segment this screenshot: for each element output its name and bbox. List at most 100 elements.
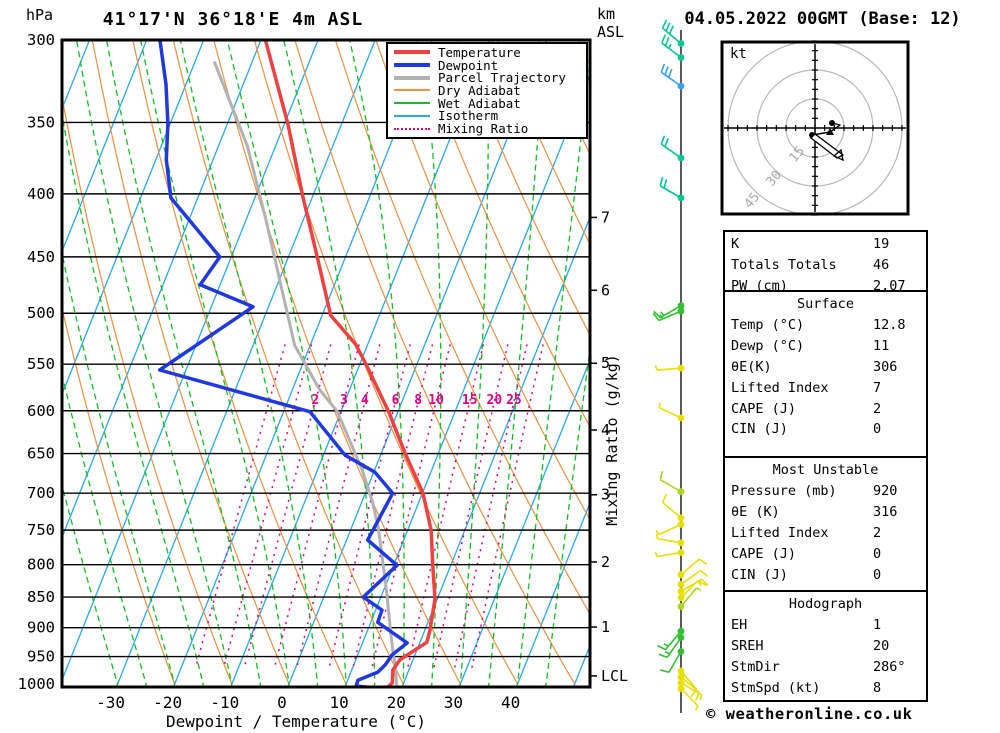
km-axis-label: km <box>597 5 616 23</box>
table-row-label: CAPE (J) <box>731 400 797 417</box>
pressure-tick-label: 450 <box>27 248 55 266</box>
hodograph-ring-label: 30 <box>764 168 786 190</box>
wind-barb <box>654 364 685 372</box>
pressure-tick-label: 500 <box>27 304 55 322</box>
mixing-ratio-axis-title: Mixing Ratio (g/kg) <box>603 354 621 526</box>
km-tick-label: 1 <box>601 618 610 636</box>
table-row-value: 2.07 <box>873 277 906 294</box>
table-row-label: SREH <box>731 638 764 655</box>
table-row-value: 46 <box>873 257 890 274</box>
temp-tick-label: 40 <box>501 693 520 712</box>
station-title: 41°17'N 36°18'E 4m ASL <box>102 9 364 30</box>
table-row: EH 1 <box>731 615 920 636</box>
temp-tick-label: -20 <box>153 693 182 712</box>
table-row: CAPE (J) 0 <box>731 543 920 564</box>
legend-label: Wet Adiabat <box>438 95 521 111</box>
table-row-label: Temp (°C) <box>731 317 805 334</box>
table-row-value: 316 <box>873 504 898 521</box>
pressure-axis-unit: hPa <box>26 6 54 24</box>
km-tick-label: 4 <box>601 421 610 439</box>
mixing-ratio-label: 25 <box>506 393 522 408</box>
legend-swatch-thick <box>394 63 430 68</box>
mixing-ratio-label: 2 <box>311 393 319 408</box>
wind-barb <box>659 470 685 496</box>
table-row-value: 0 <box>873 566 882 583</box>
table-row-value: 7 <box>873 379 882 396</box>
table-row-label: CAPE (J) <box>731 545 797 562</box>
mixing-ratio-label: 8 <box>414 393 422 408</box>
dewpoint-curve <box>157 41 409 686</box>
wind-barb <box>657 627 685 651</box>
table-row-label: EH <box>731 617 748 634</box>
wind-barb <box>653 302 685 319</box>
table-row: StmSpd (kt) 8 <box>731 677 920 698</box>
table-row: Lifted Index 2 <box>731 523 920 544</box>
table-row-value: 1 <box>873 617 882 634</box>
table-row: CIN (J) 0 <box>731 564 920 585</box>
legend-label: Mixing Ratio <box>438 121 529 137</box>
wind-barb <box>655 520 685 536</box>
table-row-value: 286° <box>873 658 906 675</box>
table-row-label: PW (cm) <box>731 277 788 294</box>
temp-tick-label: 0 <box>277 693 287 712</box>
table-row-label: Lifted Index <box>731 524 829 541</box>
pressure-tick-label: 350 <box>27 113 55 131</box>
table-row-label: K <box>731 236 740 253</box>
legend-item: Wet Adiabat <box>388 95 586 111</box>
lcl-label: LCL <box>601 667 628 685</box>
legend-item: Parcel Trajectory <box>388 70 586 86</box>
legend-item: Temperature <box>388 44 586 60</box>
hodograph-ring-label: 15 <box>787 144 809 166</box>
table-row: Temp (°C) 12.8 <box>731 315 920 336</box>
pressure-tick-label: 550 <box>27 355 55 373</box>
pressure-tick-label: 400 <box>27 185 55 203</box>
wind-barb <box>661 493 685 522</box>
wind-barb <box>659 176 685 202</box>
pressure-tick-label: 800 <box>27 556 55 574</box>
table-row: K 19 <box>731 234 920 255</box>
table-row-label: StmDir <box>731 658 780 675</box>
wind-barb <box>658 634 685 659</box>
legend-item: Isotherm <box>388 108 586 123</box>
chart-legend: Temperature Dewpoint Parcel Trajectory Dry … <box>386 42 588 139</box>
temp-axis-title: Dewpoint / Temperature (°C) <box>166 712 426 731</box>
wind-barb <box>677 580 707 602</box>
temp-tick-label: 10 <box>330 693 349 712</box>
pressure-tick-label: 700 <box>27 484 55 502</box>
hodograph-storm-arrow <box>810 133 845 159</box>
table-row: StmDir 286° <box>731 657 920 678</box>
hodograph-unit-label: kt <box>730 46 747 62</box>
wind-barb <box>677 679 703 700</box>
pressure-tick-label: 300 <box>27 31 55 49</box>
table-row: CAPE (J) 2 <box>731 398 920 419</box>
wind-barb <box>677 587 702 610</box>
legend-swatch-thin <box>394 114 430 117</box>
legend-label: Parcel Trajectory <box>438 70 566 86</box>
plot-area <box>63 41 589 686</box>
legend-item: Dewpoint <box>388 58 586 73</box>
km-tick-label: 2 <box>601 553 610 571</box>
mixing-ratio-label: 4 <box>361 393 369 408</box>
mixing-ratio-label: 10 <box>428 393 444 408</box>
table-row-label: Lifted Index <box>731 379 829 396</box>
wind-barb <box>654 549 685 558</box>
temp-tick-label: 20 <box>387 693 406 712</box>
valid-time-title: 04.05.2022 00GMT (Base: 12) <box>684 9 961 29</box>
km-tick-label: 7 <box>601 208 610 226</box>
mixing-ratio-label: 6 <box>392 393 400 408</box>
legend-swatch-thick <box>394 50 430 55</box>
table-row: Lifted Index 7 <box>731 377 920 398</box>
table-row-value: 12.8 <box>873 317 906 334</box>
table-row-value: 0 <box>873 421 882 438</box>
table-header: Surface <box>797 296 854 312</box>
table-row-value: 920 <box>873 483 898 500</box>
table-row-label: Dewp (°C) <box>731 338 805 355</box>
legend-swatch-dotted <box>394 127 430 130</box>
wind-barb <box>652 307 685 322</box>
wind-barb <box>677 685 699 711</box>
temp-tick-label: -30 <box>96 693 125 712</box>
table-row-label: CIN (J) <box>731 566 788 583</box>
legend-label: Temperature <box>438 44 521 60</box>
